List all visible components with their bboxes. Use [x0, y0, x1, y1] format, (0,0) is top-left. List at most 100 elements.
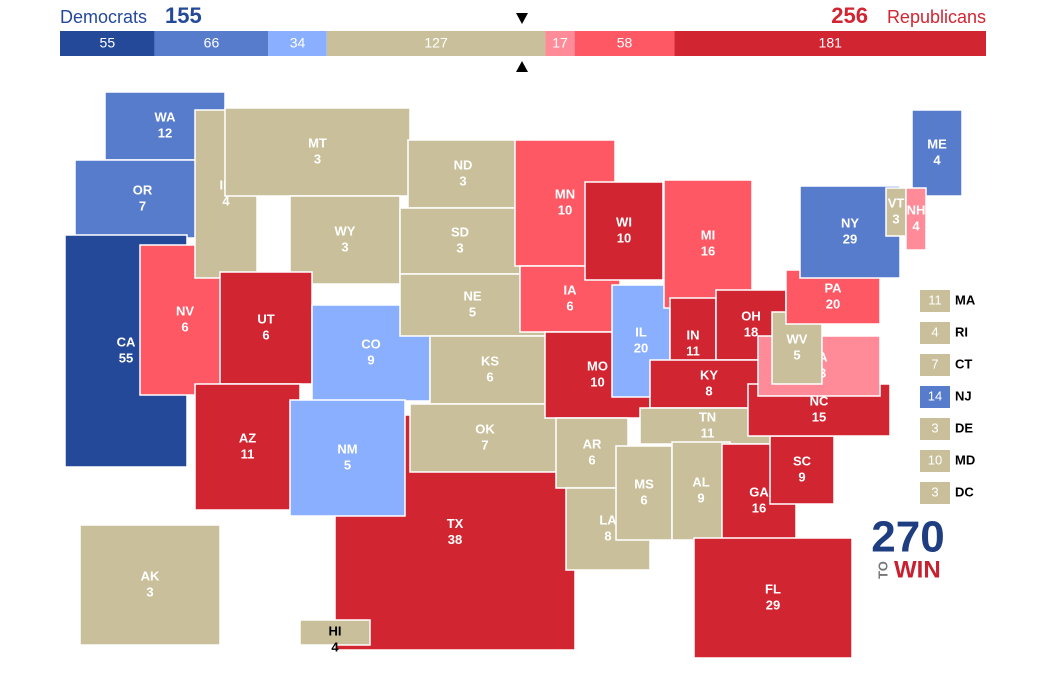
state-ev: 4	[933, 152, 941, 167]
state-ev: 3	[314, 151, 321, 166]
state-ev: 7	[481, 437, 488, 452]
state-label: WY3	[335, 223, 356, 254]
state[interactable]	[289, 195, 401, 285]
small-state-box[interactable]	[920, 418, 950, 440]
state[interactable]	[79, 524, 221, 646]
state-abbr: MT	[308, 135, 327, 150]
small-state-box[interactable]	[920, 290, 950, 312]
state-abbr: AK	[141, 568, 160, 583]
state-ev: 11	[701, 425, 715, 440]
state[interactable]	[905, 187, 927, 251]
state-ev: 29	[766, 597, 780, 612]
state[interactable]	[409, 403, 561, 473]
small-state-abbr: MA	[955, 292, 976, 307]
state-ev: 20	[826, 296, 840, 311]
state-ev: 5	[469, 304, 476, 319]
small-state-ev: 14	[928, 388, 942, 403]
state-abbr: SC	[793, 453, 812, 468]
state-abbr: OH	[741, 308, 761, 323]
state-ev: 7	[139, 198, 146, 213]
state[interactable]	[911, 109, 963, 197]
state-ev: 12	[158, 125, 172, 140]
state-label: NV6	[176, 303, 194, 334]
state-ev: 6	[181, 319, 188, 334]
state-ev: 3	[341, 239, 348, 254]
small-state-abbr: DC	[955, 484, 974, 499]
state-label: VT3	[888, 195, 905, 226]
state-abbr: CO	[361, 336, 381, 351]
state[interactable]	[224, 107, 411, 197]
state-abbr: MI	[701, 227, 715, 242]
state-ev: 3	[146, 584, 153, 599]
small-state-box[interactable]	[920, 354, 950, 376]
state-abbr: NE	[463, 288, 481, 303]
state-label: AR6	[583, 436, 602, 467]
small-state-box[interactable]	[920, 322, 950, 344]
state-ev: 5	[344, 457, 351, 472]
state-abbr: ME	[927, 136, 947, 151]
state-ev: 20	[634, 340, 648, 355]
state-label: NM5	[337, 441, 357, 472]
state-abbr: IL	[635, 324, 647, 339]
state[interactable]	[799, 185, 901, 279]
state-abbr: WV	[787, 331, 808, 346]
state-abbr: IA	[564, 282, 578, 297]
state-abbr: GA	[749, 484, 769, 499]
state[interactable]	[194, 383, 301, 511]
small-state-abbr: NJ	[955, 388, 972, 403]
state[interactable]	[671, 441, 731, 541]
bar-segment	[545, 31, 575, 56]
state[interactable]	[407, 139, 519, 209]
small-state-box[interactable]	[920, 386, 950, 408]
small-state-box[interactable]	[920, 482, 950, 504]
small-state-ev: 3	[931, 484, 938, 499]
state-label: KY8	[700, 367, 718, 398]
state[interactable]	[289, 399, 406, 517]
state-label: OR7	[133, 182, 153, 213]
state-ev: 4	[222, 193, 230, 208]
state[interactable]	[769, 435, 835, 505]
state[interactable]	[584, 181, 664, 281]
state-abbr: PA	[824, 280, 842, 295]
state-label: OK7	[475, 421, 495, 452]
state-label: KS6	[481, 353, 499, 384]
bar-segment-label: 55	[100, 35, 116, 51]
dem-total: 155	[165, 3, 202, 28]
bar-segment-label: 58	[617, 35, 633, 51]
small-state-box[interactable]	[920, 450, 950, 472]
state[interactable]	[429, 335, 551, 405]
state-abbr: AZ	[239, 430, 256, 445]
small-state-abbr: RI	[955, 324, 968, 339]
small-state-ev: 11	[928, 292, 942, 307]
state-ev: 10	[617, 230, 631, 245]
state-ev: 3	[456, 240, 463, 255]
bar-segment	[154, 31, 269, 56]
state-ev: 10	[590, 374, 604, 389]
state-ev: 6	[486, 369, 493, 384]
state-ev: 11	[686, 343, 700, 358]
state-label: ND3	[454, 157, 473, 188]
state[interactable]	[299, 619, 371, 646]
state-abbr: IN	[687, 327, 700, 342]
small-state-ev: 4	[931, 324, 938, 339]
state[interactable]	[663, 179, 753, 309]
state[interactable]	[693, 537, 853, 659]
state-label: CO9	[361, 336, 381, 367]
state-ev: 15	[812, 409, 826, 424]
state-label: SD3	[451, 224, 469, 255]
logo-to: TO	[875, 561, 890, 579]
state-ev: 16	[752, 500, 766, 515]
state-abbr: UT	[257, 311, 274, 326]
state-ev: 8	[604, 528, 611, 543]
bar-segment-label: 34	[290, 35, 306, 51]
state-abbr: NH	[907, 202, 926, 217]
